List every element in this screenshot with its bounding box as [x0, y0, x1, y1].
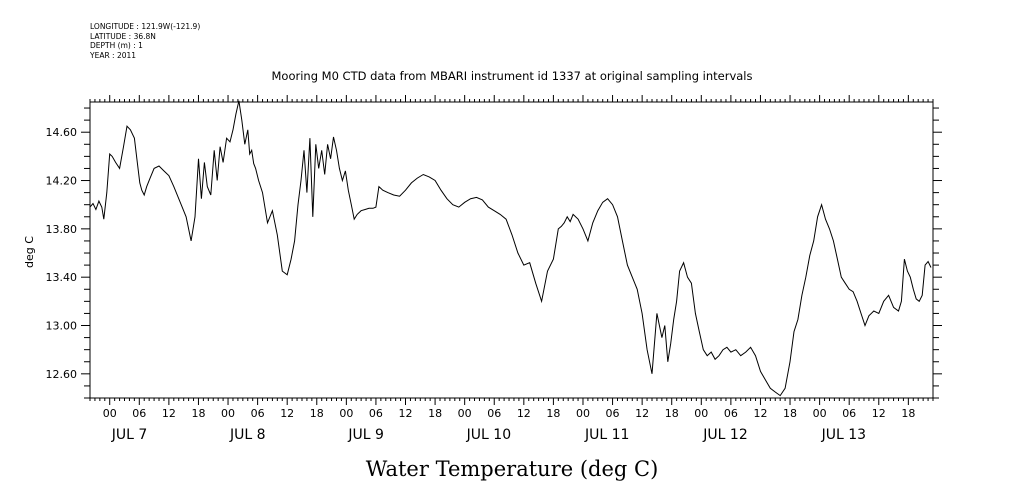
x-tick-label: 00 — [694, 407, 708, 420]
x-tick-label: 12 — [872, 407, 886, 420]
x-tick-label: 18 — [901, 407, 915, 420]
y-tick-label: 13.40 — [46, 271, 78, 284]
x-tick-label: 00 — [458, 407, 472, 420]
series-line — [89, 100, 932, 397]
x-tick-label: 12 — [399, 407, 413, 420]
x-tick-labels: 00 06 12 18 00 06 12 18 00 06 12 18 00 06 12 18 00 06 12 18… — [103, 407, 916, 420]
x-tick-label: 00 — [339, 407, 353, 420]
x-tick-label: 12 — [162, 407, 176, 420]
y-tick-labels: 12.60 13.00 13.40 13.80 14.20 14.60 — [46, 126, 78, 381]
axis-ticks — [81, 95, 942, 405]
y-tick-label: 12.60 — [46, 368, 78, 381]
x-tick-label: 18 — [546, 407, 560, 420]
day-labels: JUL 7 JUL 8 JUL 9 JUL 10 JUL 11 JUL 12 JUL 13 — [111, 427, 866, 443]
depth-label: DEPTH (m) : 1 — [90, 41, 143, 51]
y-tick-label: 14.20 — [46, 175, 78, 188]
x-tick-label: 00 — [576, 407, 590, 420]
y-tick-label: 13.00 — [46, 320, 78, 333]
x-tick-label: 12 — [635, 407, 649, 420]
x-tick-label: 12 — [517, 407, 531, 420]
x-tick-label: 00 — [813, 407, 827, 420]
plot-frame — [89, 101, 934, 399]
y-tick-label: 13.80 — [46, 223, 78, 236]
latitude-label: LATITUDE : 36.8N — [90, 31, 156, 41]
x-tick-label: 06 — [132, 407, 146, 420]
day-label: JUL 10 — [466, 427, 511, 443]
x-tick-label: 00 — [221, 407, 235, 420]
y-tick-label: 14.60 — [46, 126, 78, 139]
longitude-label: LONGITUDE : 121.9W(-121.9) — [90, 22, 201, 31]
day-label: JUL 7 — [111, 427, 148, 443]
x-tick-label: 06 — [487, 407, 501, 420]
x-tick-label: 06 — [842, 407, 856, 420]
x-tick-label: 12 — [753, 407, 767, 420]
x-tick-label: 18 — [191, 407, 205, 420]
x-tick-label: 18 — [428, 407, 442, 420]
x-tick-label: 18 — [783, 407, 797, 420]
y-axis-label: deg C — [23, 236, 36, 268]
year-label: YEAR : 2011 — [90, 50, 137, 60]
day-label: JUL 8 — [229, 427, 266, 443]
x-tick-label: 18 — [310, 407, 324, 420]
x-tick-label: 12 — [280, 407, 294, 420]
x-tick-label: 06 — [724, 407, 738, 420]
x-tick-label: 06 — [251, 407, 265, 420]
metadata-block: LONGITUDE : 121.9W(-121.9) LATITUDE : 36… — [90, 22, 200, 60]
x-tick-label: 06 — [606, 407, 620, 420]
chart-title: Mooring M0 CTD data from MBARI instrumen… — [272, 69, 753, 83]
day-label: JUL 11 — [584, 427, 629, 443]
x-tick-label: 00 — [103, 407, 117, 420]
day-label: JUL 12 — [702, 427, 747, 443]
day-label: JUL 9 — [347, 427, 384, 443]
x-axis-label: Water Temperature (deg C) — [366, 457, 659, 481]
day-label: JUL 13 — [821, 427, 866, 443]
x-tick-label: 06 — [369, 407, 383, 420]
x-tick-label: 18 — [665, 407, 679, 420]
